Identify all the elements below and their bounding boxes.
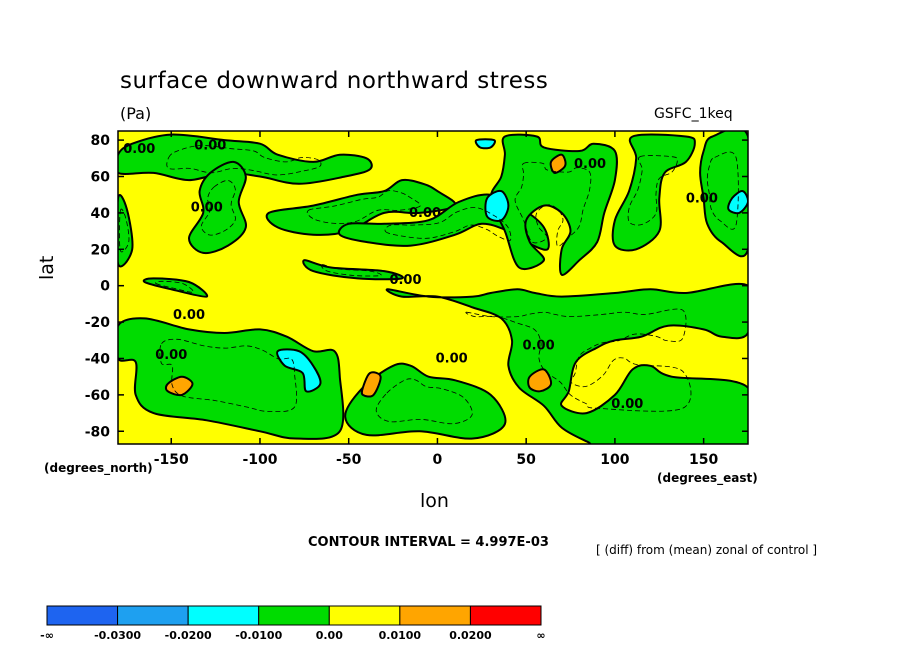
- x-unit-label: (degrees_east): [657, 471, 758, 485]
- legend-swatch: [258, 605, 330, 626]
- contour-label: 0.00: [523, 339, 555, 354]
- y-axis: 80 60 40 20 0 -20 -40 -60 -80: [85, 133, 748, 440]
- chart-title: surface downward northward stress: [120, 68, 549, 94]
- negative-contour-line: [627, 155, 678, 226]
- legend-label: -∞: [40, 629, 54, 642]
- y-tick-label: 0: [100, 279, 110, 295]
- cyan-region: [484, 189, 510, 222]
- x-tick-label: -150: [154, 452, 189, 468]
- legend-label: -0.0200: [165, 629, 212, 642]
- contour-lines: [119, 145, 739, 425]
- y-axis-label: lat: [36, 255, 58, 280]
- negative-contour-line: [119, 208, 130, 253]
- legend-swatch: [46, 605, 119, 626]
- plot-frame: [117, 130, 749, 445]
- y-tick-label: 80: [91, 133, 111, 149]
- y-tick-label: -80: [85, 424, 111, 440]
- y-tick-label: -60: [85, 388, 111, 404]
- y-tick-label: 40: [91, 206, 111, 222]
- legend-label: ∞: [536, 629, 545, 642]
- negative-contour-line: [384, 207, 512, 242]
- y-tick-label: -20: [85, 315, 111, 331]
- negative-contour-line: [321, 264, 382, 277]
- contour-label: 0.00: [123, 142, 155, 157]
- y-unit-label: (degrees_north): [44, 461, 153, 475]
- cyan-region: [276, 348, 322, 393]
- green-region: [118, 133, 373, 185]
- orange-region: [527, 368, 553, 393]
- contour-labels: 0.00 0.00 0.00 0.00 0.00 0.00 0.00 0.00 0.00 0.00…: [123, 139, 718, 412]
- y-tick-label: 20: [91, 242, 111, 258]
- contour-label: 0.00: [389, 273, 421, 288]
- legend-label: 0.00: [316, 629, 343, 642]
- x-tick-label: 0: [433, 452, 443, 468]
- legend-label: 0.0100: [379, 629, 422, 642]
- x-tick-label: -50: [336, 452, 362, 468]
- x-tick-label: 150: [689, 452, 718, 468]
- green-region: [265, 178, 457, 236]
- green-region: [611, 133, 696, 252]
- green-region: [187, 160, 247, 255]
- x-axis: -150 -100 -50 0 50 100 150: [154, 131, 718, 468]
- negative-contour-line: [200, 179, 236, 236]
- cyan-region: [727, 190, 748, 215]
- y-tick-label: 60: [91, 169, 111, 185]
- legend-swatch: [469, 605, 542, 626]
- legend-label: -0.0100: [235, 629, 282, 642]
- cyan-region: [474, 138, 496, 150]
- negative-contour-line: [706, 151, 739, 230]
- contour-label: 0.00: [173, 308, 205, 323]
- contour-interval: CONTOUR INTERVAL = 4.997E-03: [308, 535, 549, 550]
- legend-swatch: [187, 605, 260, 626]
- negative-contour-line: [514, 161, 592, 247]
- green-region: [344, 362, 507, 440]
- contour-label: 0.00: [191, 200, 223, 215]
- green-region: [385, 282, 748, 444]
- plot-area: 0.00 0.00 0.00 0.00 0.00 0.00 0.00 0.00 0.00 0.00…: [85, 130, 749, 468]
- y-tick-label: -40: [85, 351, 111, 367]
- model-label: GSFC_1keq: [654, 106, 733, 122]
- x-tick-label: 50: [516, 452, 536, 468]
- orange-region: [164, 375, 194, 397]
- negative-contour-line: [306, 190, 421, 224]
- negative-contour-line: [159, 338, 298, 413]
- legend-label: 0.0200: [449, 629, 492, 642]
- units-label: (Pa): [120, 104, 152, 123]
- legend-swatch: [117, 605, 189, 626]
- contour-label: 0.00: [194, 139, 226, 154]
- contour-label: 0.00: [611, 397, 643, 412]
- contour-label: 0.00: [686, 191, 718, 206]
- legend-label: -0.0300: [94, 629, 141, 642]
- orange-region: [360, 371, 382, 398]
- negative-contour-line: [465, 308, 692, 412]
- negative-contour-line: [155, 280, 194, 293]
- legend-swatch: [399, 605, 471, 626]
- legend-swatch: [328, 605, 401, 626]
- contour-label: 0.00: [155, 348, 187, 363]
- x-tick-label: -100: [242, 452, 277, 468]
- diff-note: [ (diff) from (mean) zonal of control ]: [596, 543, 818, 557]
- contour-label: 0.00: [409, 206, 441, 221]
- x-tick-label: 100: [600, 452, 629, 468]
- negative-contour-line: [375, 378, 473, 425]
- negative-contour-line: [166, 145, 322, 176]
- color-legend: -∞ -0.0300 -0.0200 -0.0100 0.00 0.0100 0.0200 ∞: [40, 605, 546, 642]
- filled-regions: [118, 131, 748, 444]
- contour-label: 0.00: [436, 351, 468, 366]
- contour-label: 0.00: [574, 157, 606, 172]
- x-axis-label: lon: [420, 490, 449, 512]
